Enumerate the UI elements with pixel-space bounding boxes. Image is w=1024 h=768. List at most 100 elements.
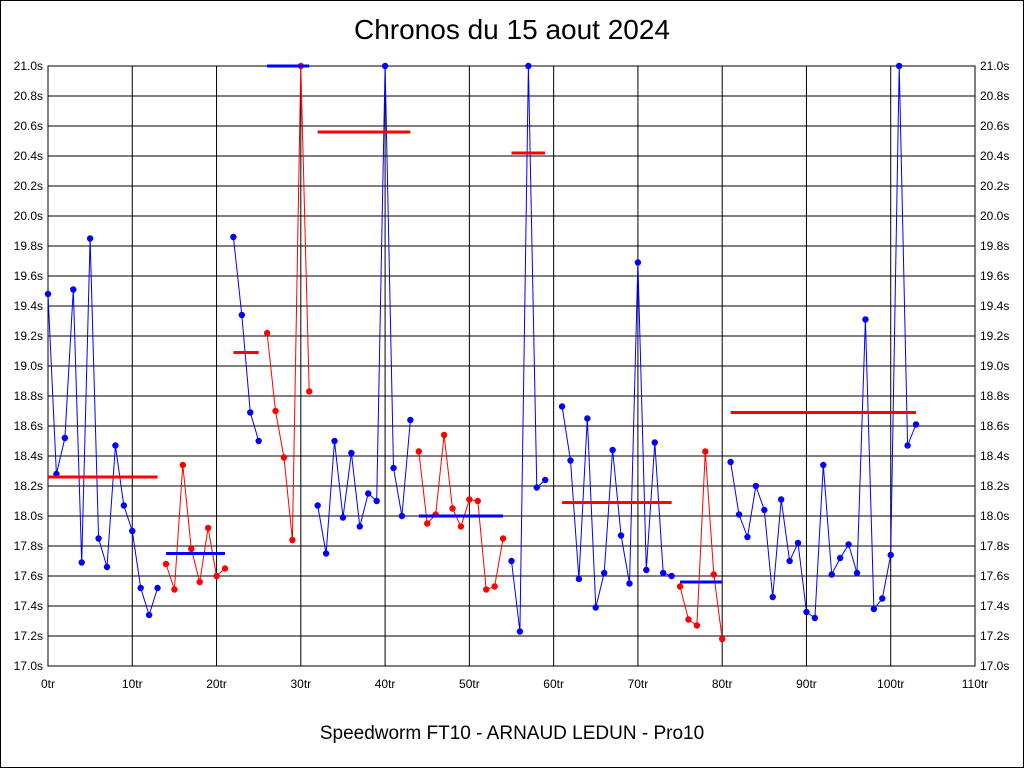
data-point	[786, 557, 793, 565]
y-tick-label-right: 20.8s	[980, 89, 1009, 103]
y-tick-label-left: 20.6s	[14, 119, 43, 133]
data-point	[103, 563, 111, 571]
y-tick-label-right: 18.6s	[980, 419, 1009, 433]
x-tick-label: 30tr	[290, 677, 311, 691]
data-point	[112, 442, 119, 449]
data-point	[853, 569, 861, 577]
x-tick-label: 90tr	[796, 677, 817, 691]
data-point	[280, 454, 288, 461]
y-tick-label-left: 18.6s	[14, 419, 43, 433]
data-point	[744, 533, 751, 541]
data-point	[289, 536, 296, 544]
data-point	[735, 511, 743, 518]
y-tick-label-right: 20.2s	[980, 179, 1009, 193]
data-point	[542, 476, 549, 484]
data-point	[609, 446, 616, 454]
y-tick-label-left: 17.4s	[14, 599, 43, 613]
data-point	[213, 572, 220, 580]
data-point	[567, 457, 574, 464]
data-point	[230, 233, 237, 241]
data-point	[803, 608, 810, 616]
y-tick-label-left: 17.2s	[14, 629, 43, 643]
series-line	[730, 65, 917, 619]
y-tick-label-left: 19.0s	[14, 359, 43, 373]
data-point	[171, 586, 178, 593]
y-tick-label-right: 21.0s	[980, 59, 1009, 73]
data-point	[659, 569, 667, 577]
data-point	[339, 514, 347, 521]
series-line	[418, 434, 504, 591]
data-point	[449, 505, 456, 512]
data-point	[424, 520, 431, 527]
data-point	[508, 557, 515, 565]
data-point	[499, 535, 507, 542]
data-point	[634, 259, 642, 266]
data-point	[365, 490, 372, 497]
x-tick-label: 100tr	[877, 677, 904, 691]
x-tick-label: 0tr	[41, 677, 55, 691]
data-point	[356, 523, 364, 530]
data-point	[145, 611, 153, 619]
data-point	[272, 407, 279, 415]
y-tick-label-right: 18.4s	[980, 449, 1009, 463]
data-point	[592, 604, 599, 611]
data-point	[129, 527, 136, 535]
data-point	[845, 541, 852, 548]
y-tick-label-left: 19.8s	[14, 239, 43, 253]
data-point	[887, 551, 894, 559]
data-point	[862, 316, 869, 323]
series-line	[47, 238, 159, 617]
y-tick-label-right: 20.4s	[980, 149, 1009, 163]
data-point	[651, 439, 658, 446]
x-tick-label: 60tr	[543, 677, 564, 691]
data-point	[516, 628, 524, 635]
data-point	[685, 616, 692, 623]
data-point	[322, 550, 330, 557]
y-tick-label-right: 19.2s	[980, 329, 1009, 343]
plot-border	[47, 65, 976, 667]
y-tick-label-right: 20.0s	[980, 209, 1009, 223]
y-tick-label-left: 20.8s	[14, 89, 43, 103]
data-point	[668, 572, 675, 580]
data-point	[525, 62, 532, 70]
y-tick-label-right: 20.6s	[980, 119, 1009, 133]
y-tick-label-right: 18.8s	[980, 389, 1009, 403]
x-tick-label: 10tr	[122, 677, 143, 691]
data-point	[70, 286, 77, 293]
data-point	[331, 437, 338, 445]
data-point	[466, 496, 473, 503]
data-point	[870, 605, 878, 613]
data-point	[828, 571, 835, 578]
data-point	[154, 584, 161, 592]
data-point	[162, 560, 170, 568]
y-tick-label-right: 19.4s	[980, 299, 1009, 313]
data-point	[718, 635, 726, 643]
data-point	[761, 506, 768, 514]
y-tick-label-left: 19.6s	[14, 269, 43, 283]
data-point	[794, 539, 802, 547]
data-point	[398, 512, 406, 520]
series-line	[232, 236, 260, 442]
data-point	[811, 614, 819, 622]
y-tick-label-left: 20.2s	[14, 179, 43, 193]
y-tick-label-right: 17.8s	[980, 539, 1009, 553]
data-point	[912, 421, 920, 428]
y-tick-label-right: 17.0s	[980, 659, 1009, 673]
y-tick-label-left: 18.0s	[14, 509, 43, 523]
series-line	[266, 65, 310, 541]
data-point	[179, 461, 187, 469]
y-tick-label-left: 18.4s	[14, 449, 43, 463]
y-tick-label-left: 20.4s	[14, 149, 43, 163]
data-point	[78, 559, 85, 566]
y-tick-label-right: 18.2s	[980, 479, 1009, 493]
series-line	[165, 464, 226, 590]
data-point	[86, 235, 94, 242]
data-point	[836, 554, 844, 562]
y-tick-label-left: 17.0s	[14, 659, 43, 673]
data-point	[710, 571, 717, 578]
series-line	[561, 262, 672, 608]
data-point	[44, 290, 52, 298]
chart-title: Chronos du 15 aout 2024	[353, 14, 671, 45]
